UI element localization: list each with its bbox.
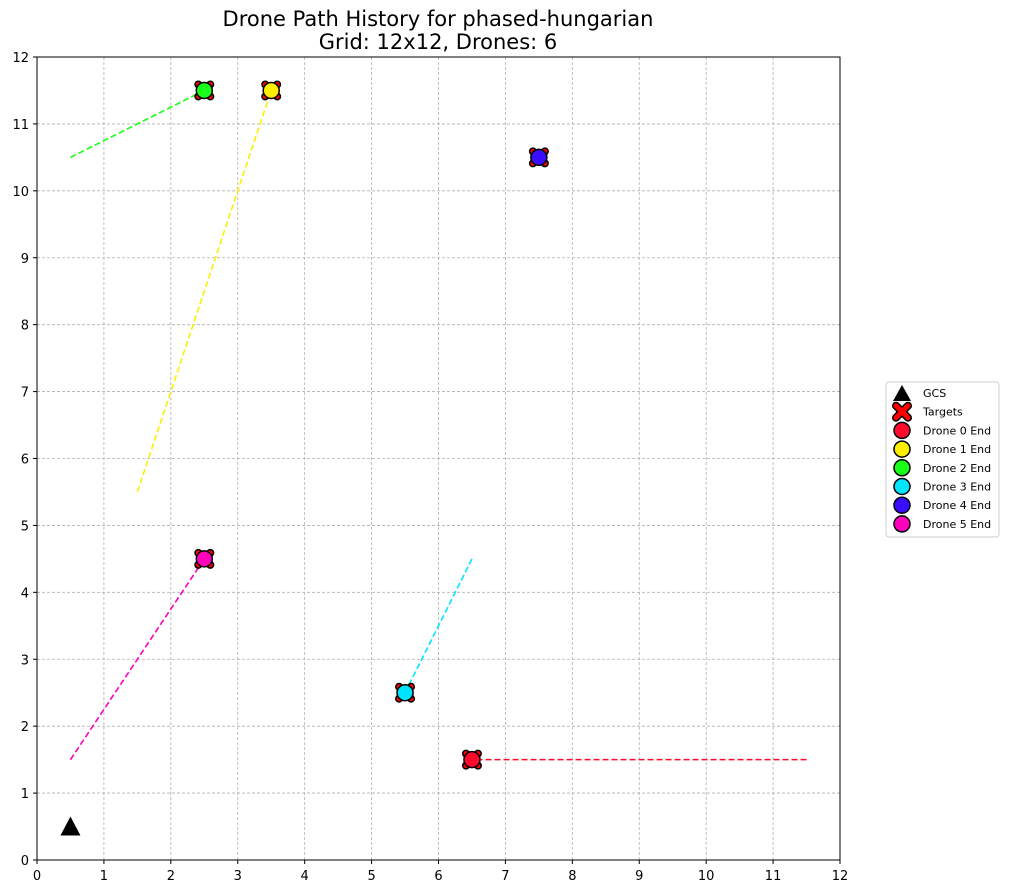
- x-tick-label: 12: [832, 869, 849, 884]
- drone-5-path: [69, 558, 205, 761]
- y-tick-label: 4: [21, 586, 29, 601]
- y-tick-label: 6: [21, 453, 29, 468]
- legend-drone-0-label: Drone 0 End: [923, 424, 991, 437]
- drone-1-end-marker: [262, 81, 280, 100]
- drone-3-end-marker: [396, 683, 414, 702]
- x-tick-label: 2: [167, 869, 175, 884]
- y-tick-label: 11: [12, 118, 29, 133]
- drone-2-end-marker: [195, 81, 214, 100]
- legend: GCS Targets Drone 0 End Drone 1 End Drone 2 …: [885, 381, 1000, 538]
- x-tick-label: 6: [434, 869, 442, 884]
- gcs-marker: [60, 816, 81, 836]
- drone-3-path: [404, 558, 473, 694]
- y-tick-label: 3: [21, 653, 29, 668]
- legend-drone-3-marker: [893, 477, 911, 496]
- drone-5-end-marker: [195, 550, 214, 568]
- chart-title-line2: Grid: 12x12, Drones: 6: [319, 30, 558, 54]
- x-tick-label: 1: [100, 869, 108, 884]
- legend-drone-3-label: Drone 3 End: [923, 481, 991, 494]
- legend-targets-label: Targets: [922, 406, 963, 419]
- y-tick-label: 10: [12, 185, 29, 200]
- legend-drone-0-marker: [893, 421, 911, 440]
- drone-paths: [69, 89, 807, 761]
- y-tick-label: 0: [21, 854, 29, 869]
- legend-gcs-label: GCS: [923, 387, 946, 400]
- drone-0-end-marker: [463, 750, 481, 769]
- x-tick-label: 9: [635, 869, 643, 884]
- y-tick-label: 2: [21, 720, 29, 735]
- markers: [60, 80, 549, 836]
- legend-drone-5-label: Drone 5 End: [923, 518, 991, 531]
- x-tick-label: 10: [698, 869, 715, 884]
- legend-targets-marker: [892, 401, 912, 422]
- legend-drone-1-marker: [893, 440, 911, 458]
- x-tick-label: 0: [33, 869, 41, 884]
- y-tick-label: 12: [12, 51, 29, 66]
- y-tick-label: 7: [21, 386, 29, 401]
- legend-drone-1-label: Drone 1 End: [923, 443, 991, 456]
- y-tick-label: 9: [21, 252, 29, 267]
- x-tick-label: 11: [765, 869, 782, 884]
- y-tick-label: 5: [21, 519, 29, 534]
- x-tick-label: 4: [301, 869, 309, 884]
- y-tick-label: 1: [21, 787, 29, 802]
- legend-drone-4-marker: [893, 496, 911, 514]
- legend-drone-2-label: Drone 2 End: [923, 462, 991, 475]
- legend-drone-4-label: Drone 4 End: [923, 499, 991, 512]
- x-tick-label: 5: [367, 869, 375, 884]
- legend-frame: [885, 381, 1000, 538]
- x-tick-label: 7: [501, 869, 509, 884]
- legend-gcs-marker: [893, 385, 911, 401]
- legend-drone-2-marker: [893, 459, 911, 477]
- x-tick-label: 3: [234, 869, 242, 884]
- legend-drone-5-marker: [893, 515, 911, 533]
- x-tick-label: 8: [568, 869, 576, 884]
- drone-4-end-marker: [530, 148, 548, 167]
- grid-lines: [37, 57, 840, 860]
- chart-title-line1: Drone Path History for phased-hungarian: [223, 7, 654, 31]
- drone-1-path: [136, 90, 272, 493]
- drone-2-path: [70, 89, 205, 159]
- y-tick-label: 8: [21, 319, 29, 334]
